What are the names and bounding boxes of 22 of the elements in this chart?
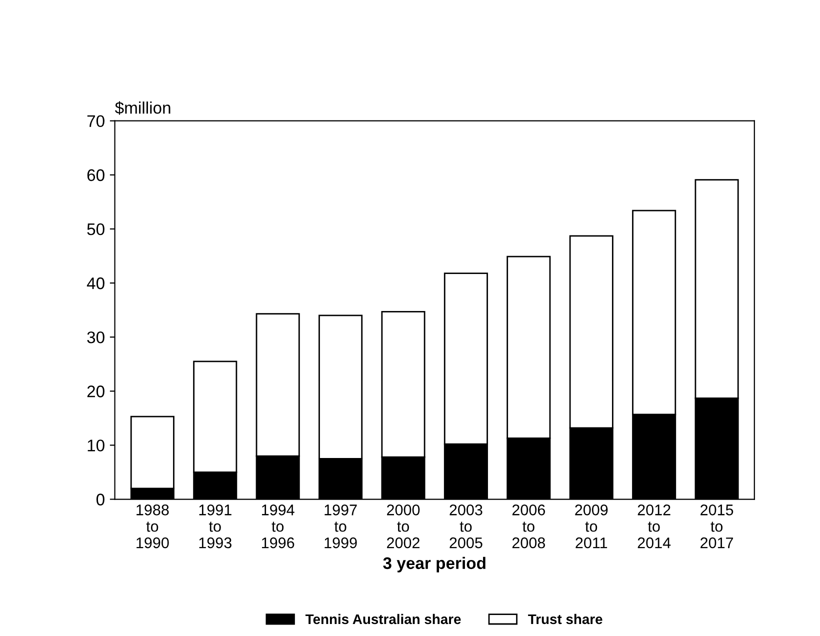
legend-label: Tennis Australian share [305, 614, 461, 624]
x-tick-label: 1991 to 1993 [199, 504, 232, 548]
x-tick-label: 2015 to 2017 [700, 504, 734, 548]
x-axis-title: 3 year period [383, 556, 486, 572]
y-tick-label: 10 [88, 440, 104, 452]
y-tick-label: 30 [87, 331, 104, 344]
x-tick-label: 2009 to 2011 [575, 504, 608, 548]
y-tick-label: 60 [87, 169, 104, 182]
y-tick-label: 70 [87, 115, 104, 128]
x-tick-label: 2000 to 2002 [387, 504, 420, 548]
x-tick-label: 1988 to 1990 [136, 504, 169, 548]
x-tick-label: 2003 to 2005 [450, 504, 482, 548]
legend-label: Trust share [528, 614, 602, 624]
x-tick-label: 2006 to 2008 [512, 504, 545, 548]
y-tick-label: 0 [96, 494, 104, 506]
y-tick-label: 20 [87, 386, 104, 398]
y-tick-label: 50 [87, 223, 104, 236]
x-tick-label: 2012 to 2014 [638, 504, 671, 548]
y-axis-title: $million [114, 101, 170, 115]
x-tick-label: 1997 to 1999 [324, 504, 357, 548]
x-tick-label: 1994 to 1996 [262, 504, 294, 548]
y-tick-label: 40 [86, 277, 104, 290]
